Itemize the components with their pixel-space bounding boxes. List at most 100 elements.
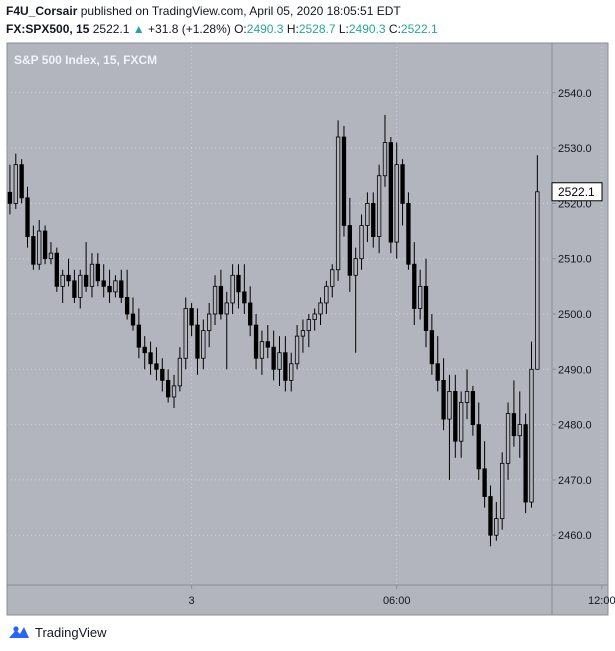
candle	[417, 269, 423, 320]
time-axis[interactable]	[7, 585, 608, 615]
candle	[37, 219, 42, 270]
candle-body	[201, 330, 206, 359]
candle-body	[78, 274, 83, 298]
candle-body	[400, 164, 405, 204]
candle-body	[265, 341, 270, 348]
candle	[359, 214, 364, 270]
candle	[171, 374, 177, 409]
candle-body	[523, 424, 528, 503]
candle-body	[341, 136, 347, 226]
candle	[230, 264, 235, 314]
candle-body	[253, 324, 259, 359]
candle	[453, 374, 458, 458]
candle	[177, 347, 183, 392]
candle	[529, 341, 534, 508]
candle-body	[289, 363, 294, 381]
candle-body	[165, 379, 171, 398]
candle	[48, 242, 54, 265]
author-name[interactable]: F4U_Corsair	[6, 4, 78, 18]
candle	[7, 164, 13, 215]
candle-body	[435, 363, 440, 381]
candle	[183, 297, 188, 370]
candle-body	[19, 164, 24, 199]
candle	[535, 155, 540, 370]
candle-body	[218, 285, 224, 315]
candle	[60, 269, 65, 303]
candle	[412, 242, 417, 326]
candle-body	[335, 136, 341, 271]
candle-body	[136, 324, 142, 348]
price-tick-label: 2490.0	[558, 364, 592, 376]
candle	[201, 319, 206, 370]
candle	[160, 358, 165, 392]
price-axis[interactable]	[552, 43, 608, 585]
candle-body	[406, 202, 411, 265]
chart-frame	[6, 42, 609, 616]
candle-body	[25, 197, 30, 237]
candle	[306, 314, 311, 348]
ohlc-legend: FX:SPX500, 15 2522.1 ▲ +31.8 (+1.28%) O:…	[6, 22, 438, 36]
last-price: 2522.1	[92, 22, 130, 36]
candle-body	[89, 263, 95, 287]
candle	[318, 297, 323, 326]
candle-body	[470, 391, 476, 426]
candle-body	[195, 324, 200, 359]
candle	[376, 164, 382, 254]
tradingview-logo[interactable]: TradingView	[8, 624, 107, 640]
candle-body	[171, 385, 177, 398]
candle-body	[459, 402, 464, 442]
candle	[259, 330, 265, 375]
candle-body	[464, 391, 470, 403]
candle-body	[142, 346, 147, 354]
price-tick-label: 2460.0	[558, 530, 592, 542]
candle	[459, 391, 464, 458]
time-tick-label: 3	[189, 595, 195, 607]
candle	[447, 374, 452, 480]
candle	[19, 159, 24, 204]
candle-body	[83, 274, 89, 287]
candle	[388, 137, 394, 254]
candle	[142, 336, 147, 370]
candle	[31, 225, 36, 270]
candle-body	[248, 302, 253, 326]
candle	[212, 275, 218, 326]
candle-body	[476, 424, 481, 470]
candle	[224, 291, 229, 370]
candle-body	[160, 368, 165, 381]
candle-body	[230, 274, 235, 304]
candle	[300, 319, 306, 353]
candle	[476, 402, 481, 480]
candle	[312, 308, 317, 331]
candle	[482, 441, 487, 508]
candle-body	[453, 391, 458, 442]
candle-body	[382, 142, 388, 177]
symbol-label: FX:SPX500, 15	[6, 22, 90, 36]
candle-body	[95, 263, 100, 282]
candle	[523, 413, 528, 514]
candle-body	[242, 291, 247, 304]
price-tick-label: 2530.0	[558, 143, 592, 155]
candle	[365, 192, 370, 243]
candle	[500, 452, 505, 530]
candle	[470, 385, 476, 436]
candle	[136, 308, 142, 359]
candle	[218, 269, 224, 320]
candle-body	[423, 285, 429, 331]
candle	[353, 247, 358, 353]
candle	[406, 192, 411, 270]
candle-body	[54, 252, 59, 287]
candle-body	[312, 313, 317, 320]
candle-body	[429, 330, 435, 365]
candle	[242, 264, 247, 314]
candle	[89, 253, 95, 298]
candle	[148, 341, 153, 375]
candle	[341, 125, 347, 237]
candle	[271, 330, 276, 381]
candle	[119, 269, 124, 303]
candle	[25, 186, 30, 248]
candle	[511, 380, 517, 447]
candle-body	[359, 225, 364, 260]
candle	[347, 197, 352, 292]
candle-body	[37, 230, 42, 265]
